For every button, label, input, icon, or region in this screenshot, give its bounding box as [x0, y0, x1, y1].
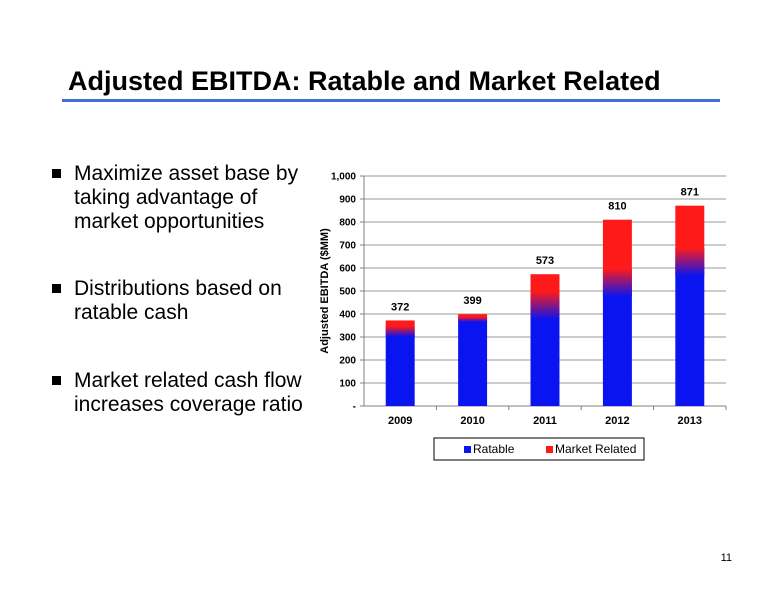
bar-market-related — [458, 314, 488, 320]
y-tick-label: - — [353, 402, 356, 413]
y-tick-label: 800 — [339, 218, 356, 229]
bar-ratable — [458, 319, 488, 406]
x-tick-label: 2012 — [605, 415, 629, 427]
bullet-text: Market related cash flow increases covera… — [74, 369, 303, 416]
bar-segment-blend — [458, 317, 488, 322]
y-tick-label: 500 — [339, 287, 356, 298]
y-tick-label: 1,000 — [331, 172, 356, 183]
bar-ratable — [530, 307, 560, 406]
legend-box — [433, 437, 645, 461]
legend-swatch — [464, 446, 471, 453]
bar-segment-blend — [602, 268, 632, 297]
bar-total-label: 871 — [681, 187, 699, 199]
bar-segment-blend — [385, 326, 415, 337]
slide-title: Adjusted EBITDA: Ratable and Market Rela… — [68, 66, 661, 96]
bar-ratable — [675, 263, 705, 406]
bar-total-label: 810 — [608, 201, 626, 213]
bar-market-related — [385, 320, 415, 332]
legend-label: Market Related — [555, 442, 636, 456]
y-tick-label: 100 — [339, 379, 356, 390]
bullet-text: Distributions based on ratable cash — [74, 277, 282, 324]
x-tick-label: 2013 — [678, 415, 702, 427]
x-tick-label: 2010 — [460, 415, 484, 427]
bar-ratable — [385, 331, 415, 406]
legend-swatch — [546, 446, 553, 453]
square-bullet-icon — [52, 284, 61, 293]
title-underline — [62, 99, 720, 102]
bar-total-label: 573 — [536, 255, 554, 267]
y-tick-label: 600 — [339, 264, 356, 275]
y-tick-label: 300 — [339, 333, 356, 344]
bar-ratable — [602, 284, 632, 406]
y-tick-label: 400 — [339, 310, 356, 321]
square-bullet-icon — [52, 169, 61, 178]
bar-total-label: 372 — [391, 301, 409, 313]
y-axis-label: Adjusted EBITDA ($MM) — [319, 228, 331, 354]
bar-segment-blend — [530, 291, 560, 320]
square-bullet-icon — [52, 376, 61, 385]
page-number: 11 — [720, 552, 732, 564]
ebitda-stacked-bar-chart: - 100 200 300 400 500 600 700 800 900 1,000 Adjuste… — [319, 172, 727, 461]
y-tick-label: 700 — [339, 241, 356, 252]
bar-segment-blend — [675, 248, 705, 276]
legend-label: Ratable — [473, 442, 515, 456]
y-tick-label: 900 — [339, 195, 356, 206]
x-tick-label: 2011 — [533, 415, 557, 427]
bullet-text: Maximize asset base by taking advantage o… — [74, 162, 299, 233]
x-tick-label: 2009 — [388, 415, 412, 427]
bar-total-label: 399 — [463, 295, 481, 307]
y-tick-label: 200 — [339, 356, 356, 367]
